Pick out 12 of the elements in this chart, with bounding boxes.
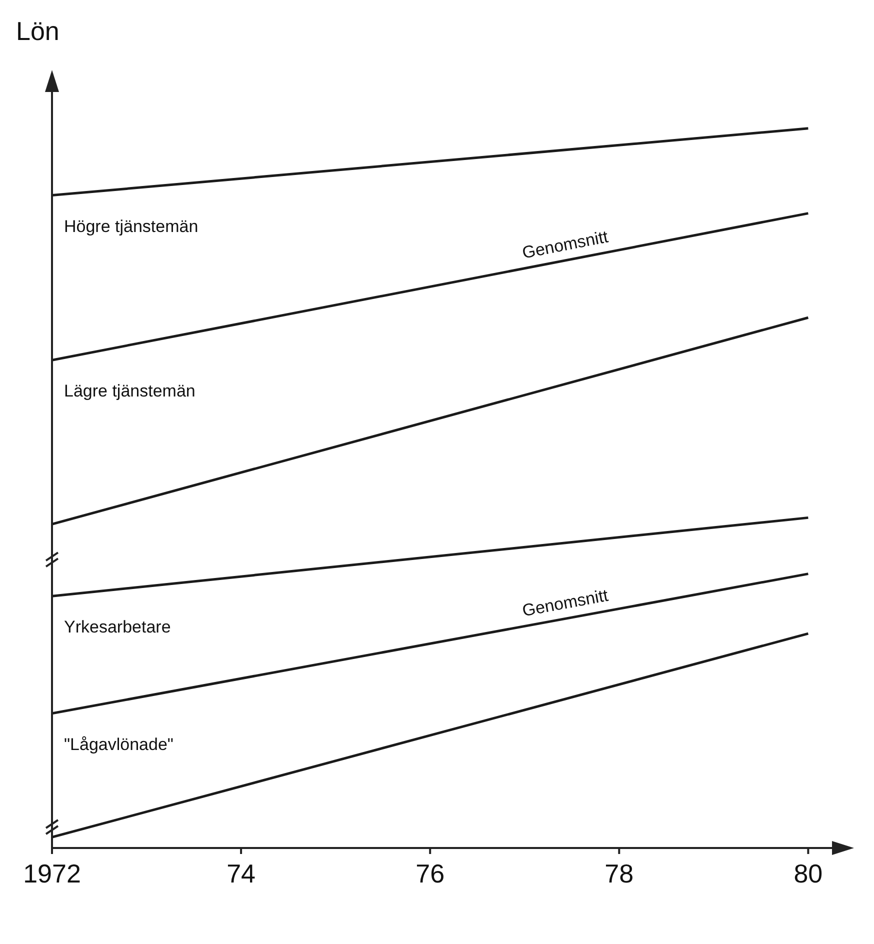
annotation: Högre tjänstemän [64,216,198,236]
y-axis-title: Lön [16,16,60,46]
annotation: Lägre tjänstemän [64,382,196,401]
x-tick-label: 78 [604,858,634,888]
text: Genomsnitt [520,586,610,620]
x-tick-label: 80 [794,858,823,888]
x-tick-label: 74 [226,858,256,888]
annotation: "Lågavlönade" [64,734,174,754]
x-tick-label: 1972 [23,858,81,888]
x-tick-label: 76 [416,858,445,888]
text: Genomsnitt [520,227,610,262]
annotation: Yrkesarbetare [64,618,171,637]
